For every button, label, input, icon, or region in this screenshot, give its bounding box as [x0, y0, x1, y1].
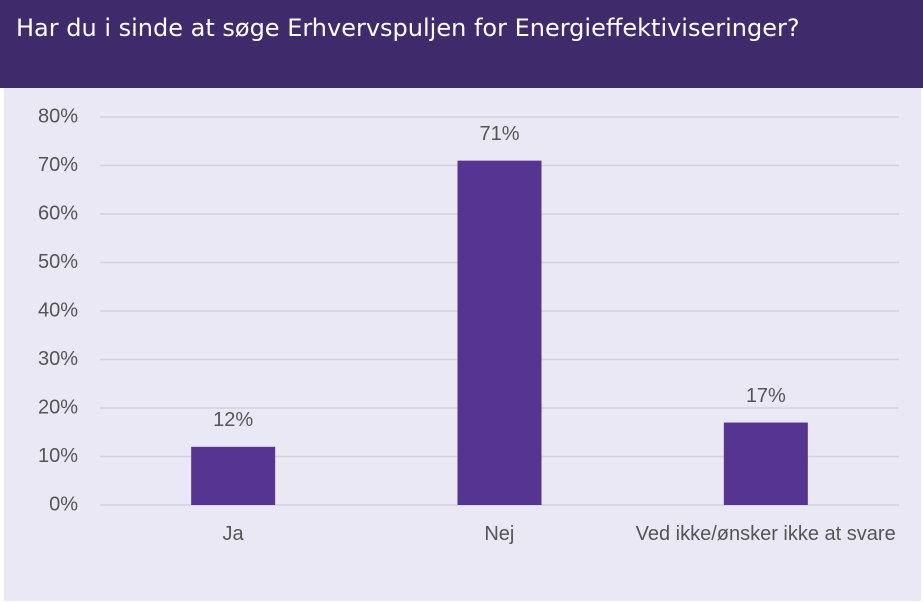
y-tick-label: 10% — [38, 445, 78, 467]
y-tick-label: 50% — [38, 251, 78, 273]
x-tick-label: Nej — [484, 523, 515, 545]
y-tick-label: 30% — [38, 348, 78, 370]
bar — [191, 446, 276, 505]
bar — [457, 160, 542, 505]
x-tick-label: Ja — [222, 523, 244, 545]
y-tick-label: 70% — [38, 154, 78, 176]
bar — [723, 422, 808, 505]
x-tick-label: Ved ikke/ønsker ikke at svare — [635, 523, 896, 545]
y-tick-label: 80% — [38, 105, 78, 127]
y-tick-label: 20% — [38, 396, 78, 418]
value-label: 71% — [479, 123, 519, 145]
y-tick-label: 40% — [38, 299, 78, 321]
value-label: 17% — [746, 385, 786, 407]
y-tick-label: 0% — [49, 493, 78, 515]
header: Har du i sinde at søge Erhvervspuljen fo… — [0, 0, 923, 88]
value-label: 12% — [213, 409, 253, 431]
chart-title: Har du i sinde at søge Erhvervspuljen fo… — [16, 14, 800, 42]
y-tick-label: 60% — [38, 202, 78, 224]
